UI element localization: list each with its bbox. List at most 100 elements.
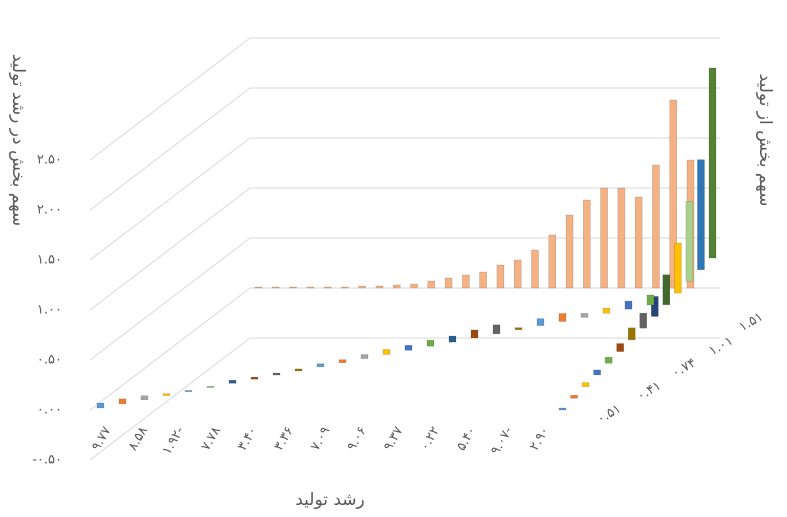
bar (316, 363, 325, 368)
bar (323, 286, 332, 289)
bar (294, 368, 303, 372)
bar (470, 329, 479, 339)
bar (708, 67, 717, 259)
bar-face (360, 354, 369, 359)
bar (565, 214, 574, 289)
x-tick-label: ۹.۰۷- (488, 424, 516, 458)
bar (479, 271, 487, 289)
bar-face (646, 294, 655, 306)
bar (580, 313, 589, 318)
x-tick-label: ۸.۵۸ (125, 424, 151, 453)
bar (514, 327, 523, 330)
bar (639, 312, 648, 329)
bar (184, 390, 193, 392)
bar-face (514, 327, 523, 330)
bar (662, 274, 671, 306)
bar-face (272, 286, 280, 289)
bar (140, 395, 149, 401)
bar (616, 343, 624, 352)
bar-face (708, 67, 717, 259)
bar (570, 395, 578, 399)
grid-line (89, 337, 720, 461)
x-tick-label: ۹.۳۷ (381, 424, 407, 453)
bar (250, 376, 259, 380)
bar-face (306, 286, 315, 289)
grid-line (89, 87, 720, 211)
bar (627, 327, 636, 341)
bar-face (496, 264, 505, 289)
bar-face (254, 286, 263, 289)
bar (581, 382, 590, 387)
bar (531, 249, 539, 289)
bar (392, 284, 401, 289)
bar (634, 196, 643, 289)
bar-face (558, 407, 567, 411)
bar (272, 286, 280, 289)
bar (358, 285, 366, 289)
bar-face (627, 327, 636, 341)
depth-tick-label: ۰.۴۱ (635, 379, 664, 405)
y-tick-label: ۲.۵۰ (37, 153, 62, 168)
bar (228, 380, 237, 384)
bar (360, 354, 369, 359)
bar-face (470, 329, 479, 339)
x-tick-label: ۰.۲۲ (417, 424, 443, 453)
bar (593, 369, 601, 376)
bar-face (604, 356, 613, 364)
bar-face (140, 395, 149, 401)
x-tick-label: ۵.۴۰ (454, 424, 480, 453)
bar (558, 407, 567, 411)
bar (448, 335, 457, 343)
y-tick-label: ۰.۰۰ (37, 403, 62, 418)
bar (118, 398, 127, 405)
bar-face (184, 390, 193, 392)
bar-face (617, 187, 626, 289)
bar-face (341, 286, 349, 289)
bar (338, 359, 347, 363)
bar-face (685, 201, 694, 282)
bar-face (206, 386, 215, 388)
bar-face (250, 376, 259, 380)
bar-face (565, 214, 574, 289)
bar-face (662, 274, 671, 306)
x-axis-title: رشد تولید (295, 490, 365, 510)
depth-axis-title: سهم بخش از تولید (755, 74, 775, 207)
bar (624, 300, 633, 310)
x-tick-label: ۹.۷۷ (89, 424, 115, 453)
bar-face (697, 159, 705, 270)
depth-tick-label: ۰.۷۴ (670, 356, 699, 382)
grid-line (89, 37, 720, 161)
x-tick-label: ۷.۷۸ (198, 424, 224, 453)
bar-face (651, 296, 659, 317)
bar (382, 349, 391, 355)
bar (617, 187, 626, 289)
bar-face (616, 343, 624, 352)
bar (513, 259, 522, 289)
bar-face (600, 187, 608, 289)
bar (652, 164, 660, 289)
bar-face (382, 349, 391, 355)
bar-face (570, 395, 578, 399)
bar (341, 286, 349, 289)
bar-face (634, 196, 643, 289)
y-tick-label: ۱.۰۰ (37, 303, 62, 318)
bar (697, 159, 705, 270)
bar-face (531, 249, 539, 289)
y-tick-label: ۱.۵۰ (37, 253, 62, 268)
x-tick-label: ۹.۰۶ (344, 424, 370, 453)
bar (96, 402, 105, 409)
bar-face (624, 300, 633, 310)
bar-face (513, 259, 522, 289)
bar-face (316, 363, 325, 368)
bar (289, 286, 297, 289)
bar (444, 277, 453, 289)
bar-face (289, 286, 297, 289)
grid-line (89, 187, 720, 311)
y-tick-label: ۰.۵۰ (37, 353, 62, 368)
bar (375, 285, 384, 289)
bar-face (410, 283, 418, 289)
bar (685, 201, 694, 282)
x-tick-label: ۱.۹۲- (160, 424, 188, 458)
bar (427, 280, 436, 289)
